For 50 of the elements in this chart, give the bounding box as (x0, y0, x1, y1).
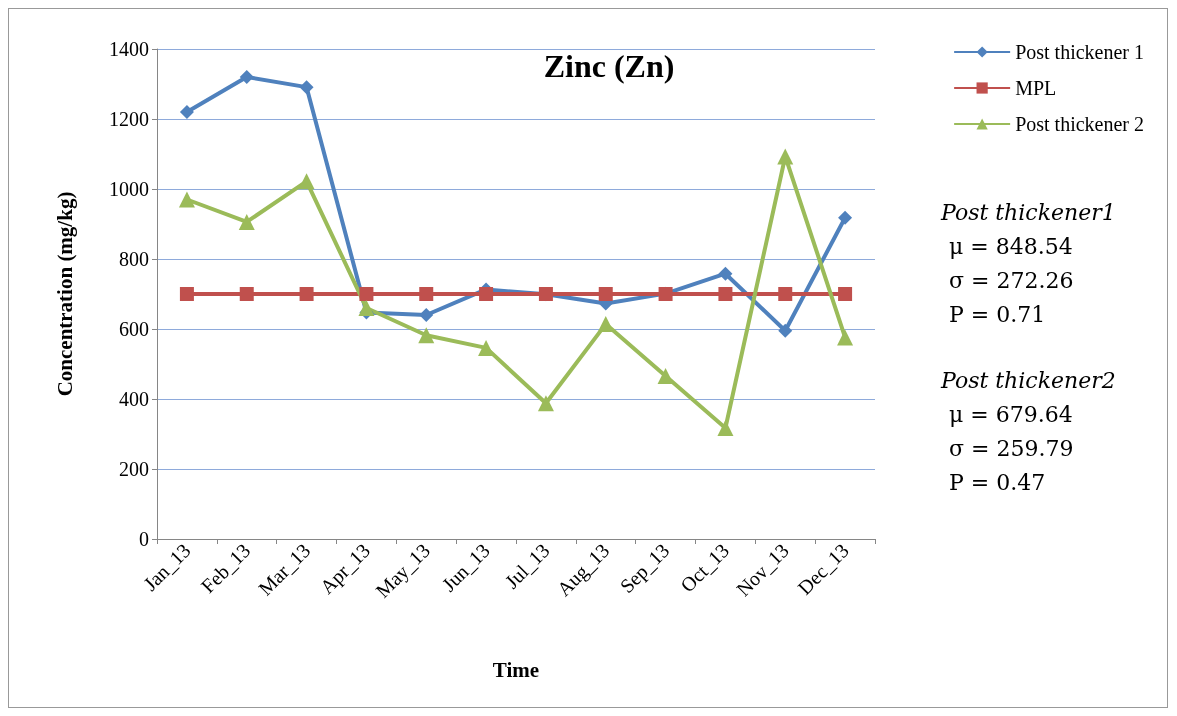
text: P = 0.47 (949, 469, 1046, 495)
text: μ = 679.64 (949, 401, 1073, 427)
point (299, 80, 314, 95)
chart-title: Zinc (Zn) (543, 48, 675, 84)
text: μ = 848.54 (949, 233, 1073, 259)
point (778, 287, 793, 301)
point (239, 287, 254, 301)
y-tick-label: 1000 (109, 178, 149, 200)
point (179, 105, 194, 119)
text: P = 0.71 (949, 301, 1046, 327)
point (777, 148, 794, 165)
text: Post thickener2 (940, 367, 1116, 393)
point (837, 329, 854, 346)
point (597, 316, 614, 333)
point (598, 287, 613, 301)
legend-label: Post thickener 1 (1015, 41, 1145, 63)
point (238, 213, 255, 230)
legend-label: MPL (1015, 77, 1057, 99)
text: σ = 272.26 (949, 267, 1074, 293)
point (537, 395, 554, 412)
text: σ = 259.79 (949, 435, 1074, 461)
point (838, 210, 853, 225)
y-tick-label: 600 (119, 318, 149, 340)
point (717, 420, 734, 437)
y-tick-label: 1200 (109, 108, 149, 130)
legend-label: Post thickener 2 (1015, 113, 1145, 135)
y-tick-label: 1400 (109, 38, 149, 60)
point (718, 266, 733, 281)
point (178, 191, 195, 208)
text: Post thickener1 (940, 199, 1116, 225)
y-tick-label: 0 (139, 528, 149, 550)
y-tick-label: 400 (119, 388, 149, 410)
point (419, 308, 434, 322)
point (479, 287, 494, 301)
y-tick-label: 800 (119, 248, 149, 270)
point (418, 327, 435, 344)
point (838, 287, 853, 301)
point (298, 173, 315, 190)
x-axis-title: Time (492, 657, 540, 682)
point (778, 323, 793, 338)
y-tick-label: 200 (119, 458, 149, 480)
point (359, 287, 374, 301)
point (239, 70, 254, 84)
point (718, 287, 733, 301)
point (657, 367, 674, 384)
y-axis-title: Concentration (mg/kg) (52, 191, 77, 397)
point (299, 287, 314, 301)
point (419, 287, 434, 301)
point (358, 300, 375, 316)
point (179, 287, 194, 301)
